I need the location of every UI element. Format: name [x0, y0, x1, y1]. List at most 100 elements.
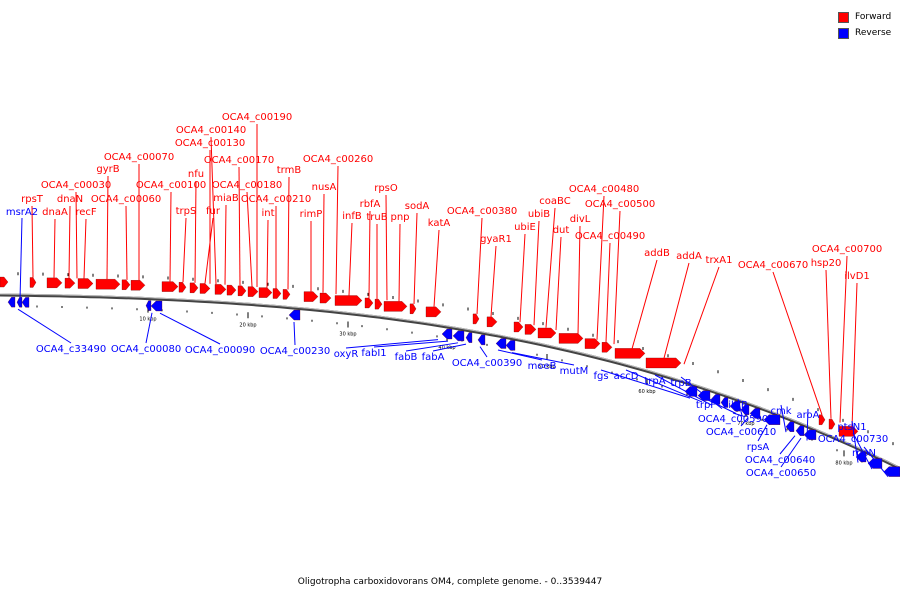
reverse-gene-arrow [855, 451, 867, 463]
gene-label-oxyr: oxyR [334, 349, 359, 360]
forward-leader-line [31, 205, 34, 278]
gene-label-oca4-c00140: OCA4_c00140 [176, 125, 246, 136]
forward-gene-arrow [77, 278, 94, 289]
gene-label-oca4-c00480: OCA4_c00480 [569, 184, 639, 195]
reverse-gene-arrow [465, 332, 473, 343]
reverse-leader-line [779, 435, 796, 455]
forward-gene-arrow [64, 278, 76, 289]
reverse-gene-arrow [150, 300, 163, 312]
forward-leader-line [204, 217, 214, 284]
forward-gene-arrow [95, 279, 121, 290]
gene-label-oca4-c00490: OCA4_c00490 [575, 231, 645, 242]
reverse-leader-line [479, 346, 488, 358]
reverse-leader-line [145, 312, 153, 344]
forward-gene-arrow [828, 418, 836, 430]
forward-gene-arrow [513, 321, 524, 333]
gene-label-oca4-c00170: OCA4_c00170 [204, 155, 274, 166]
forward-gene-arrow [537, 327, 557, 339]
gene-label-ubib: ubiB [528, 209, 550, 220]
gene-label-ptsn1: ptsN1 [837, 422, 866, 433]
gene-label-oca4-c00060: OCA4_c00060 [91, 194, 161, 205]
reverse-leader-line [600, 369, 691, 399]
reverse-gene-arrow [7, 296, 16, 308]
gene-label-pnp: pnp [390, 212, 409, 223]
gene-label-oca4-c00670: OCA4_c00670 [738, 260, 808, 271]
gene-label-nusa: nusA [312, 182, 337, 193]
gene-label-fabi1: fabI1 [361, 348, 386, 359]
forward-gene-arrow [601, 342, 613, 353]
scale-tick-label: 60 kbp [638, 389, 655, 395]
gene-label-oca4-c00190: OCA4_c00190 [222, 112, 292, 123]
forward-leader-line [490, 245, 497, 317]
scale-tick-label: 30 kbp [339, 331, 356, 337]
reverse-leader-line [806, 408, 809, 441]
forward-gene-arrow [161, 281, 179, 292]
gene-label-oca4-c00210: OCA4_c00210 [241, 194, 311, 205]
genome-caption: Oligotropha carboxidovorans OM4, complet… [297, 577, 603, 587]
forward-leader-line [413, 212, 418, 304]
forward-leader-line [53, 218, 56, 278]
forward-leader-line [348, 222, 353, 296]
forward-gene-arrow [258, 287, 273, 298]
gene-label-ubie: ubiE [514, 222, 536, 233]
forward-gene-arrow [130, 280, 146, 291]
gene-label-msra2: msrA2 [6, 207, 38, 218]
gene-label-trpb: trpB [670, 378, 691, 389]
gene-label-infb: infB [342, 211, 362, 222]
reverse-leader-line [780, 404, 787, 433]
forward-leader-line [83, 218, 87, 279]
gene-label-hsp20: hsp20 [811, 258, 842, 269]
reverse-gene-arrow [16, 297, 23, 308]
forward-gene-arrow [472, 313, 480, 325]
reverse-leader-line [373, 340, 449, 348]
reverse-leader-line [780, 437, 802, 468]
gene-label-trpa: trpA [644, 376, 665, 387]
forward-gene-arrow [272, 288, 282, 299]
gene-label-fgs: fgs [593, 371, 608, 382]
reverse-gene-arrow [785, 421, 795, 432]
gene-label-cmk: cmk [770, 406, 791, 417]
gene-label-rpso: rpsO [374, 183, 398, 194]
reverse-leader-line [732, 412, 746, 418]
gene-label-divl: divL [570, 214, 591, 225]
forward-leader-line [385, 194, 388, 301]
gene-label-coabc: coaBC [539, 196, 570, 207]
legend: Forward Reverse [838, 9, 891, 41]
reverse-leader-line [405, 342, 459, 352]
gene-label-fabb: fabB [395, 352, 418, 363]
forward-gene-arrow [199, 283, 211, 294]
forward-leader-line [613, 210, 621, 345]
reverse-leader-line [737, 398, 743, 416]
forward-gene-arrow [237, 285, 247, 296]
scale-tick-label: 10 kbp [139, 317, 156, 323]
forward-leader-line [605, 242, 611, 343]
reverse-gene-arrow [720, 397, 729, 408]
forward-gene-arrow [214, 284, 227, 295]
forward-gene-arrow [383, 301, 408, 312]
reverse-leader-line [432, 343, 467, 352]
reverse-gene-arrow [740, 404, 750, 415]
reverse-gene-arrow [803, 429, 817, 440]
forward-gene-arrow [524, 324, 537, 335]
gene-label-nfu: nfu [188, 169, 204, 180]
forward-leader-line [839, 255, 848, 423]
gene-label-aroa: aroA [797, 410, 820, 421]
forward-leader-line [555, 236, 562, 330]
gene-label-rpst: rpsT [21, 194, 44, 205]
gene-label-soda: sodA [405, 201, 430, 212]
forward-gene-arrow [46, 277, 63, 288]
gene-label-oca4-c00610: OCA4_c00610 [706, 427, 776, 438]
gene-label-int: int [261, 208, 274, 219]
forward-leader-line [75, 191, 78, 279]
forward-gene-arrow [364, 297, 374, 309]
reverse-leader-line [740, 417, 749, 427]
reverse-gene-arrow [441, 328, 453, 340]
reverse-leader-line [654, 374, 713, 406]
forward-gene-arrow [818, 414, 826, 425]
forward-gene-arrow [409, 303, 417, 314]
reverse-leader-line [625, 369, 703, 403]
gene-label-adda: addA [676, 251, 702, 262]
gene-label-oca4-c00090: OCA4_c00090 [185, 345, 255, 356]
scale-tick-label: 70 kbp [737, 421, 754, 427]
